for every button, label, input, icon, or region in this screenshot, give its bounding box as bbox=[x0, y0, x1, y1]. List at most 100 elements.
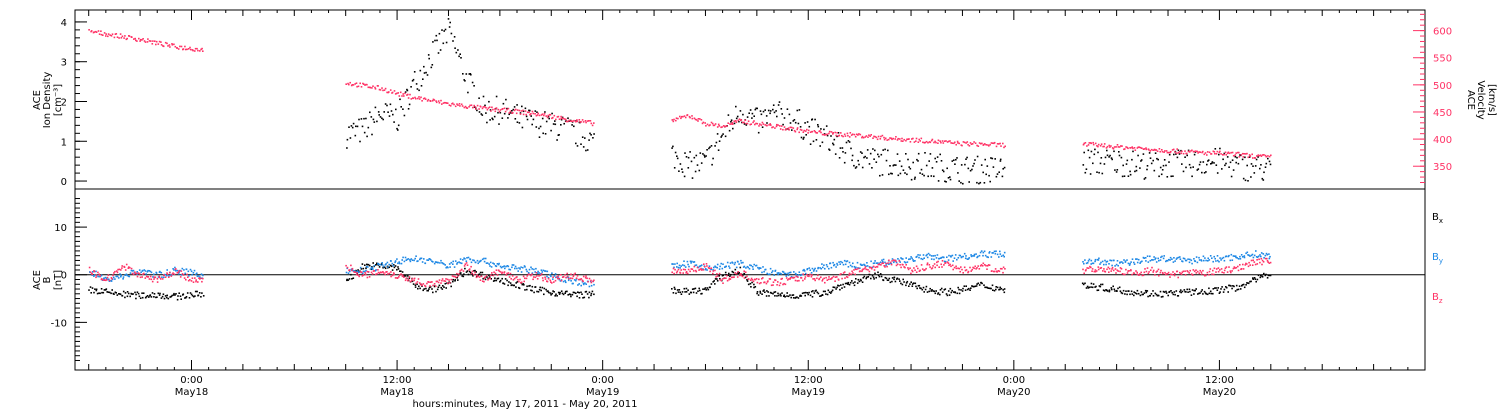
bx-point bbox=[919, 287, 921, 289]
by-point bbox=[683, 264, 686, 267]
bx-point bbox=[1234, 290, 1237, 292]
by-point bbox=[848, 261, 851, 264]
by-point bbox=[846, 260, 849, 262]
density-point bbox=[478, 97, 480, 99]
density-point bbox=[673, 167, 676, 169]
bz-point bbox=[925, 267, 927, 270]
bx-point bbox=[1241, 284, 1244, 286]
bx-point bbox=[491, 274, 494, 276]
by-point bbox=[371, 267, 374, 269]
bz-point bbox=[804, 276, 807, 278]
bx-point bbox=[425, 287, 427, 290]
by-point bbox=[966, 258, 969, 260]
density-point bbox=[508, 113, 510, 116]
density-point bbox=[441, 29, 443, 31]
density-point bbox=[698, 169, 701, 172]
bz-point bbox=[991, 270, 993, 272]
density-point bbox=[467, 91, 469, 94]
by-point bbox=[149, 270, 152, 273]
density-point bbox=[415, 83, 418, 85]
by-point bbox=[859, 263, 862, 266]
velocity-point bbox=[1241, 152, 1244, 155]
bz-point bbox=[928, 264, 931, 266]
bx-point bbox=[1260, 274, 1262, 277]
velocity-point bbox=[694, 118, 697, 121]
bz-point bbox=[534, 276, 537, 279]
density-point bbox=[454, 47, 456, 49]
bz-point bbox=[913, 267, 915, 269]
velocity-point bbox=[136, 40, 138, 42]
bx-point bbox=[1227, 291, 1229, 293]
density-point bbox=[1228, 166, 1230, 168]
by-point bbox=[1182, 257, 1185, 260]
by-point bbox=[567, 279, 570, 282]
bx-point bbox=[1193, 293, 1195, 295]
bz-point bbox=[424, 285, 427, 288]
velocity-point bbox=[1148, 149, 1150, 151]
bz-point bbox=[107, 274, 110, 276]
velocity-point bbox=[700, 119, 703, 121]
by-point bbox=[899, 261, 901, 263]
by-point bbox=[964, 257, 967, 260]
density-point bbox=[743, 123, 746, 125]
bz-point bbox=[550, 281, 552, 283]
bz-point bbox=[562, 276, 564, 278]
velocity-point bbox=[584, 120, 587, 122]
bx-point bbox=[547, 290, 549, 292]
bz-point bbox=[987, 264, 990, 266]
bz-point bbox=[1221, 271, 1223, 274]
velocity-point bbox=[1155, 149, 1158, 151]
bx-point bbox=[156, 296, 158, 298]
density-point bbox=[947, 177, 950, 179]
bx-point bbox=[956, 292, 959, 295]
density-point bbox=[890, 172, 892, 175]
density-point bbox=[514, 118, 517, 120]
density-point bbox=[989, 180, 991, 183]
velocity-point bbox=[476, 104, 479, 107]
bx-point bbox=[531, 285, 534, 288]
by-point bbox=[996, 253, 999, 256]
density-point bbox=[848, 141, 851, 143]
bx-point bbox=[909, 283, 911, 285]
velocity-point bbox=[815, 132, 817, 134]
bx-point bbox=[1103, 290, 1106, 292]
velocity-point bbox=[1158, 148, 1161, 150]
by-point bbox=[1237, 258, 1240, 260]
bz-point bbox=[1171, 273, 1174, 276]
by-point bbox=[752, 268, 754, 270]
density-point bbox=[585, 149, 587, 152]
velocity-point bbox=[443, 101, 446, 104]
bz-point bbox=[468, 269, 470, 271]
density-point bbox=[966, 156, 968, 159]
bz-point bbox=[767, 280, 769, 282]
bz-point bbox=[1266, 257, 1268, 260]
by-point bbox=[967, 258, 970, 260]
bz-point bbox=[715, 276, 717, 278]
bz-point bbox=[785, 277, 788, 279]
bx-point bbox=[163, 297, 166, 300]
bz-point bbox=[136, 275, 139, 278]
by-point bbox=[876, 262, 879, 264]
bx-point bbox=[862, 277, 865, 279]
bz-point bbox=[178, 270, 180, 272]
by-point bbox=[1169, 259, 1171, 261]
x-tick-date: May19 bbox=[586, 387, 619, 398]
by-point bbox=[1149, 259, 1152, 262]
density-point bbox=[842, 151, 844, 153]
bx-point bbox=[801, 292, 804, 295]
bx-point bbox=[905, 282, 908, 284]
by-point bbox=[829, 262, 832, 264]
density-point bbox=[1189, 166, 1192, 169]
density-point bbox=[861, 166, 864, 169]
bx-point bbox=[578, 297, 581, 299]
velocity-point bbox=[98, 33, 101, 35]
bx-point bbox=[778, 294, 780, 297]
bx-point bbox=[757, 294, 760, 296]
bx-point bbox=[767, 291, 769, 293]
velocity-point bbox=[472, 106, 474, 109]
bx-point bbox=[842, 283, 844, 286]
density-point bbox=[1198, 163, 1201, 166]
bx-point bbox=[859, 278, 862, 281]
velocity-point bbox=[953, 142, 955, 145]
density-point bbox=[1253, 172, 1256, 174]
